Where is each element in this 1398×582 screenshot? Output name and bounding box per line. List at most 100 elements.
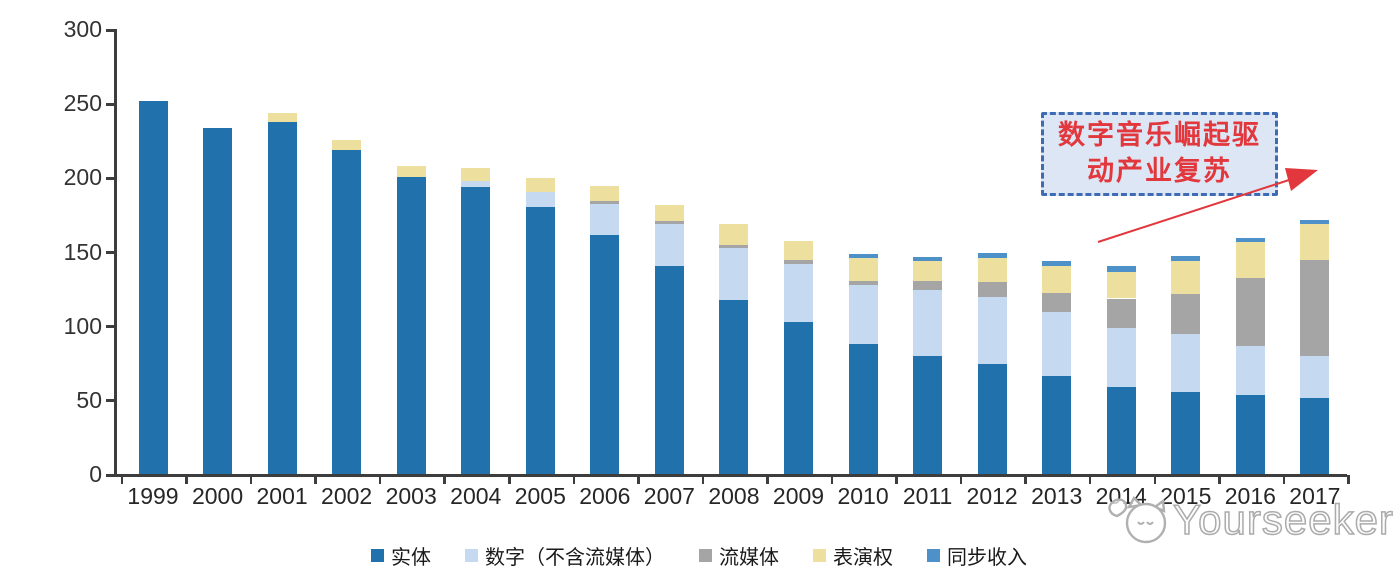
x-axis-tick xyxy=(185,475,188,484)
bar-2017-segment-sync-revenue xyxy=(1300,219,1330,225)
x-axis-tick xyxy=(1024,475,1027,484)
watermark: Yourseeker xyxy=(1103,494,1394,546)
x-axis-tick xyxy=(830,475,834,484)
bar-2011 xyxy=(913,256,943,475)
bar-2016 xyxy=(1235,237,1265,475)
legend-item-digital-excl-streaming: 数字（不含流媒体） xyxy=(465,541,665,570)
bar-2005 xyxy=(525,178,555,475)
x-axis-tick xyxy=(1088,475,1092,484)
bar-2008-segment-performance-rights xyxy=(719,224,749,246)
bar-2008-segment-physical xyxy=(719,299,749,475)
bar-2000 xyxy=(203,127,233,475)
x-axis-label-2006: 2006 xyxy=(579,483,631,509)
legend-label-digital-excl-streaming: 数字（不含流媒体） xyxy=(485,547,665,569)
bar-2017-segment-streaming xyxy=(1300,259,1330,357)
bar-2004-segment-digital-excl-streaming xyxy=(461,181,491,188)
bar-2014-segment-sync-revenue xyxy=(1106,265,1136,272)
x-axis-label-2007: 2007 xyxy=(643,483,695,509)
bar-2017-segment-digital-excl-streaming xyxy=(1300,356,1330,398)
bar-2003 xyxy=(396,166,426,475)
bar-2014 xyxy=(1106,265,1136,475)
bar-1999 xyxy=(138,101,168,475)
bar-2012-segment-digital-excl-streaming xyxy=(977,297,1007,364)
legend-label-sync-revenue: 同步收入 xyxy=(947,547,1027,569)
bar-2003-segment-performance-rights xyxy=(396,166,426,177)
x-axis-label-2017: 2017 xyxy=(1289,483,1341,509)
bar-2003-segment-physical xyxy=(396,176,426,475)
bar-2016-segment-sync-revenue xyxy=(1235,237,1265,243)
legend-item-sync-revenue: 同步收入 xyxy=(927,541,1027,570)
legend-label-physical: 实体 xyxy=(391,547,431,569)
bar-2011-segment-digital-excl-streaming xyxy=(913,289,943,357)
bar-2006-segment-streaming xyxy=(590,200,620,204)
bar-2006-segment-digital-excl-streaming xyxy=(590,203,620,235)
yourseeker-logo-icon xyxy=(1108,496,1167,544)
bar-2017-segment-performance-rights xyxy=(1300,224,1330,260)
bar-2002-segment-physical xyxy=(332,150,362,475)
bar-2010-segment-sync-revenue xyxy=(848,254,878,259)
bar-2000-segment-physical xyxy=(203,127,233,475)
y-axis-line xyxy=(114,29,117,477)
bar-2005-segment-performance-rights xyxy=(525,178,555,192)
bar-2015-segment-streaming xyxy=(1171,294,1201,335)
bar-2017-segment-physical xyxy=(1300,397,1330,475)
bar-2014-segment-physical xyxy=(1106,387,1136,475)
bar-2013-segment-digital-excl-streaming xyxy=(1042,311,1072,376)
y-axis-tick-label: 300 xyxy=(63,16,102,42)
y-axis-tick xyxy=(106,251,115,254)
x-axis-label-2012: 2012 xyxy=(966,483,1018,509)
annotation-line-1: 数字音乐崛起驱 xyxy=(1058,120,1261,151)
bar-2012-segment-sync-revenue xyxy=(977,253,1007,259)
bar-2015-segment-digital-excl-streaming xyxy=(1171,334,1201,392)
x-axis-label-2004: 2004 xyxy=(450,483,502,509)
bar-2013-segment-performance-rights xyxy=(1042,265,1072,293)
y-axis-tick xyxy=(106,325,115,329)
bar-2009-segment-physical xyxy=(784,322,813,475)
x-axis-tick xyxy=(120,475,124,484)
x-axis-tick xyxy=(508,475,511,484)
x-axis-tick xyxy=(1347,475,1350,484)
bar-2007-segment-streaming xyxy=(654,221,684,225)
bar-2007-segment-performance-rights xyxy=(654,205,684,222)
bar-2008-segment-streaming xyxy=(719,245,749,249)
x-axis-tick xyxy=(249,475,253,484)
x-axis-label-2009: 2009 xyxy=(772,483,825,509)
bar-2012-segment-streaming xyxy=(977,282,1007,297)
x-axis-label-2000: 2000 xyxy=(191,483,244,509)
bar-2011-segment-physical xyxy=(913,356,943,475)
x-axis-tick xyxy=(701,475,705,484)
x-axis-label-1999: 1999 xyxy=(127,483,179,509)
bar-2004-segment-physical xyxy=(461,187,491,475)
y-axis-tick-label: 50 xyxy=(76,386,102,413)
x-axis-tick xyxy=(378,475,382,484)
bar-2014-segment-digital-excl-streaming xyxy=(1106,328,1136,388)
legend: 实体 数字（不含流媒体） 流媒体 表演权 同步收入 xyxy=(0,541,1398,570)
bar-2005-segment-digital-excl-streaming xyxy=(525,191,555,207)
bar-2009 xyxy=(784,240,813,475)
bar-2010-segment-performance-rights xyxy=(848,258,878,281)
bar-2014-segment-performance-rights xyxy=(1106,271,1136,299)
bar-2006-segment-physical xyxy=(590,234,620,475)
bar-2001-segment-physical xyxy=(267,121,297,475)
y-axis-tick xyxy=(106,102,115,106)
bar-2002 xyxy=(332,139,362,475)
bar-2013 xyxy=(1042,260,1072,475)
bar-2010 xyxy=(848,254,878,475)
x-axis-tick xyxy=(959,475,963,484)
bar-2016-segment-streaming xyxy=(1235,277,1265,346)
x-axis-label-2003: 2003 xyxy=(385,483,437,509)
bar-2011-segment-streaming xyxy=(913,280,943,290)
bar-2010-segment-digital-excl-streaming xyxy=(848,285,878,345)
y-axis-tick-label: 150 xyxy=(63,238,102,265)
y-axis-tick xyxy=(106,176,115,180)
bar-2015-segment-performance-rights xyxy=(1171,261,1201,295)
bar-2015-segment-sync-revenue xyxy=(1171,256,1201,262)
bar-2013-segment-streaming xyxy=(1042,292,1072,312)
bar-2013-segment-sync-revenue xyxy=(1042,260,1072,266)
x-axis-tick xyxy=(443,475,446,484)
y-axis-tick xyxy=(106,473,115,477)
y-axis-tick-label: 200 xyxy=(63,164,102,191)
x-axis-label-2011: 2011 xyxy=(902,483,953,509)
bar-2011-segment-sync-revenue xyxy=(913,256,943,262)
